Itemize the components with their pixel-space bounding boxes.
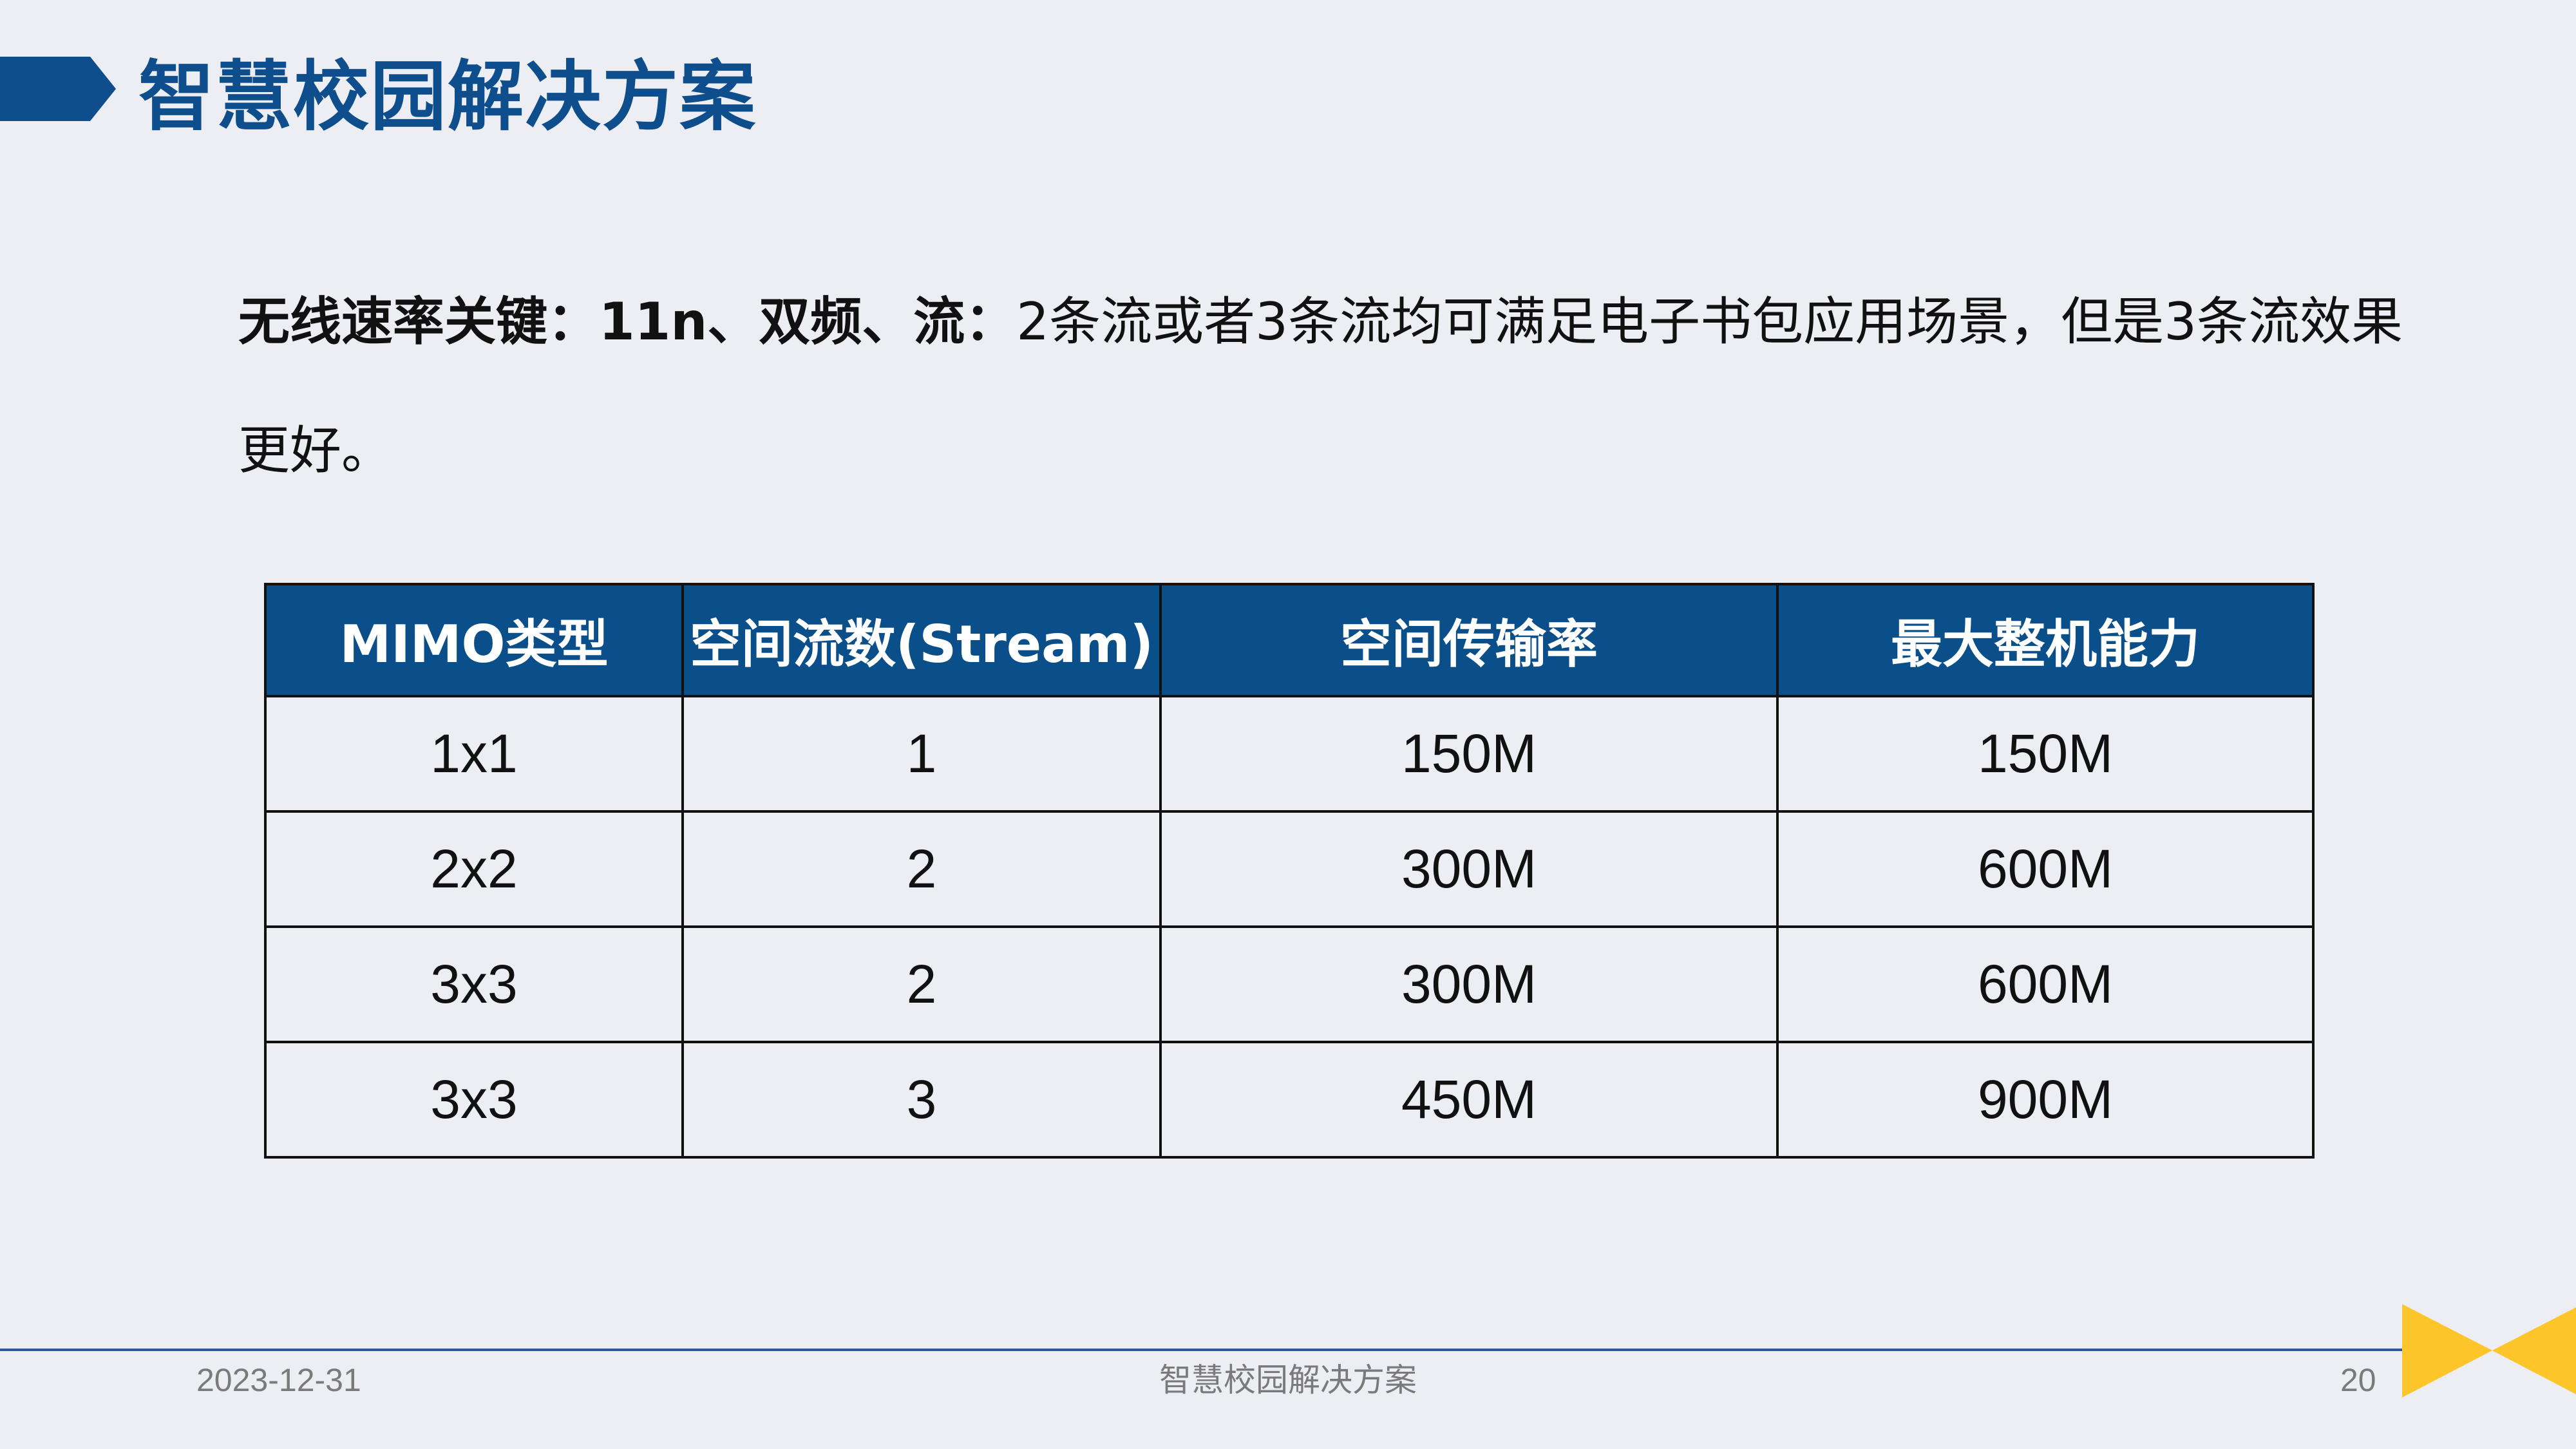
cell-mimo-type: 1x1 <box>264 695 684 813</box>
header-spatial-streams: 空间流数(Stream) <box>681 583 1162 697</box>
table-row: 3x3 2 300M 600M <box>264 925 2315 1043</box>
cell-streams: 3 <box>681 1041 1162 1159</box>
title-arrow-icon <box>0 57 116 121</box>
cell-mimo-type: 3x3 <box>264 925 684 1043</box>
page-number: 20 <box>2340 1362 2376 1398</box>
footer-title: 智慧校园解决方案 <box>1159 1361 1417 1399</box>
cell-rate: 450M <box>1159 1041 1779 1159</box>
header-spatial-rate: 空间传输率 <box>1159 583 1779 697</box>
table-row: 3x3 3 450M 900M <box>264 1041 2315 1159</box>
cell-rate: 150M <box>1159 695 1779 813</box>
cell-streams: 2 <box>681 925 1162 1043</box>
table-row: 2x2 2 300M 600M <box>264 810 2315 928</box>
page-title: 智慧校园解决方案 <box>138 52 757 141</box>
table-header-row: MIMO类型 空间流数(Stream) 空间传输率 最大整机能力 <box>264 583 2315 697</box>
cell-capacity: 600M <box>1776 925 2315 1043</box>
cell-mimo-type: 2x2 <box>264 810 684 928</box>
cell-rate: 300M <box>1159 925 1779 1043</box>
cell-streams: 1 <box>681 695 1162 813</box>
intro-text: 2条流或者3条流均可满足电子书包应用场景，但是3条流效果更好。 <box>238 292 2403 480</box>
bowtie-icon <box>2402 1304 2576 1397</box>
intro-paragraph: 无线速率关键：11n、双频、流：2条流或者3条流均可满足电子书包应用场景，但是3… <box>238 258 2441 515</box>
cell-mimo-type: 3x3 <box>264 1041 684 1159</box>
header-mimo-type: MIMO类型 <box>264 583 684 697</box>
intro-lead: 无线速率关键：11n、双频、流： <box>238 292 1017 352</box>
cell-capacity: 600M <box>1776 810 2315 928</box>
header-max-capacity: 最大整机能力 <box>1776 583 2315 697</box>
footer-date: 2023-12-31 <box>196 1362 361 1398</box>
mimo-table: MIMO类型 空间流数(Stream) 空间传输率 最大整机能力 1x1 1 1… <box>264 583 2315 1159</box>
cell-capacity: 900M <box>1776 1041 2315 1159</box>
cell-capacity: 150M <box>1776 695 2315 813</box>
cell-streams: 2 <box>681 810 1162 928</box>
footer-divider <box>0 1349 2409 1351</box>
cell-rate: 300M <box>1159 810 1779 928</box>
table-row: 1x1 1 150M 150M <box>264 695 2315 813</box>
